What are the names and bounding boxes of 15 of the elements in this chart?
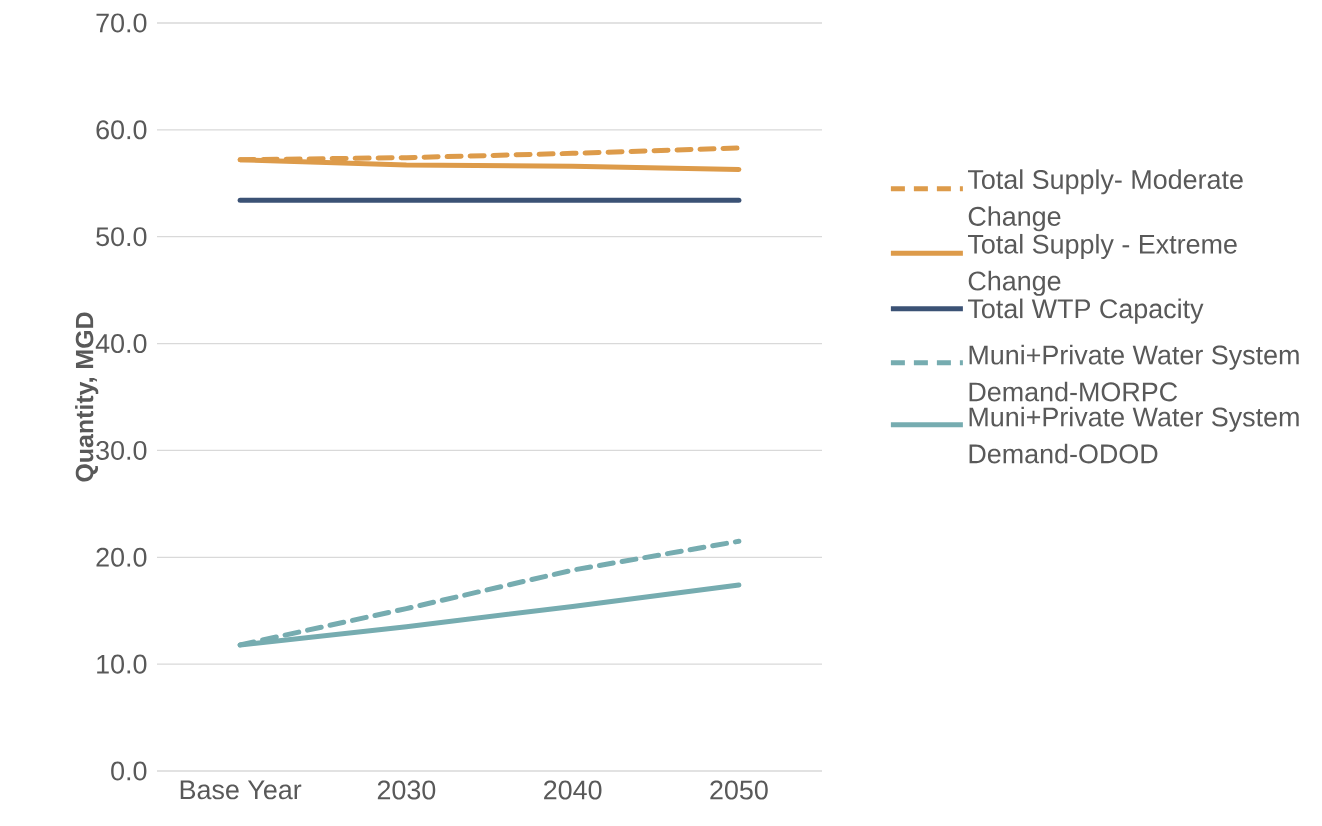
legend-label: Muni+Private Water System Demand-MORPC (969, 344, 1299, 402)
y-tick-label: 20.0 (96, 547, 147, 567)
legend-label: Total Supply - Extreme Change (967, 233, 1237, 296)
x-tick-label: Base Year (180, 780, 302, 800)
x-tick-label: 2040 (544, 780, 602, 800)
legend-label: Total WTP Capacity (967, 298, 1204, 324)
legend-label: Total Supply- Moderate Change (967, 169, 1243, 232)
y-tick-label: 50.0 (96, 227, 147, 247)
y-tick-label: 10.0 (97, 654, 147, 674)
y-tick-label: 0.0 (111, 761, 147, 781)
x-tick-label: 2050 (710, 780, 768, 800)
y-tick-label: 70.0 (96, 13, 147, 33)
x-tick-label: 2030 (377, 780, 436, 800)
legend-label: Muni+Private Water System Demand-ODOD (969, 406, 1299, 464)
y-tick-label: 60.0 (96, 120, 147, 140)
